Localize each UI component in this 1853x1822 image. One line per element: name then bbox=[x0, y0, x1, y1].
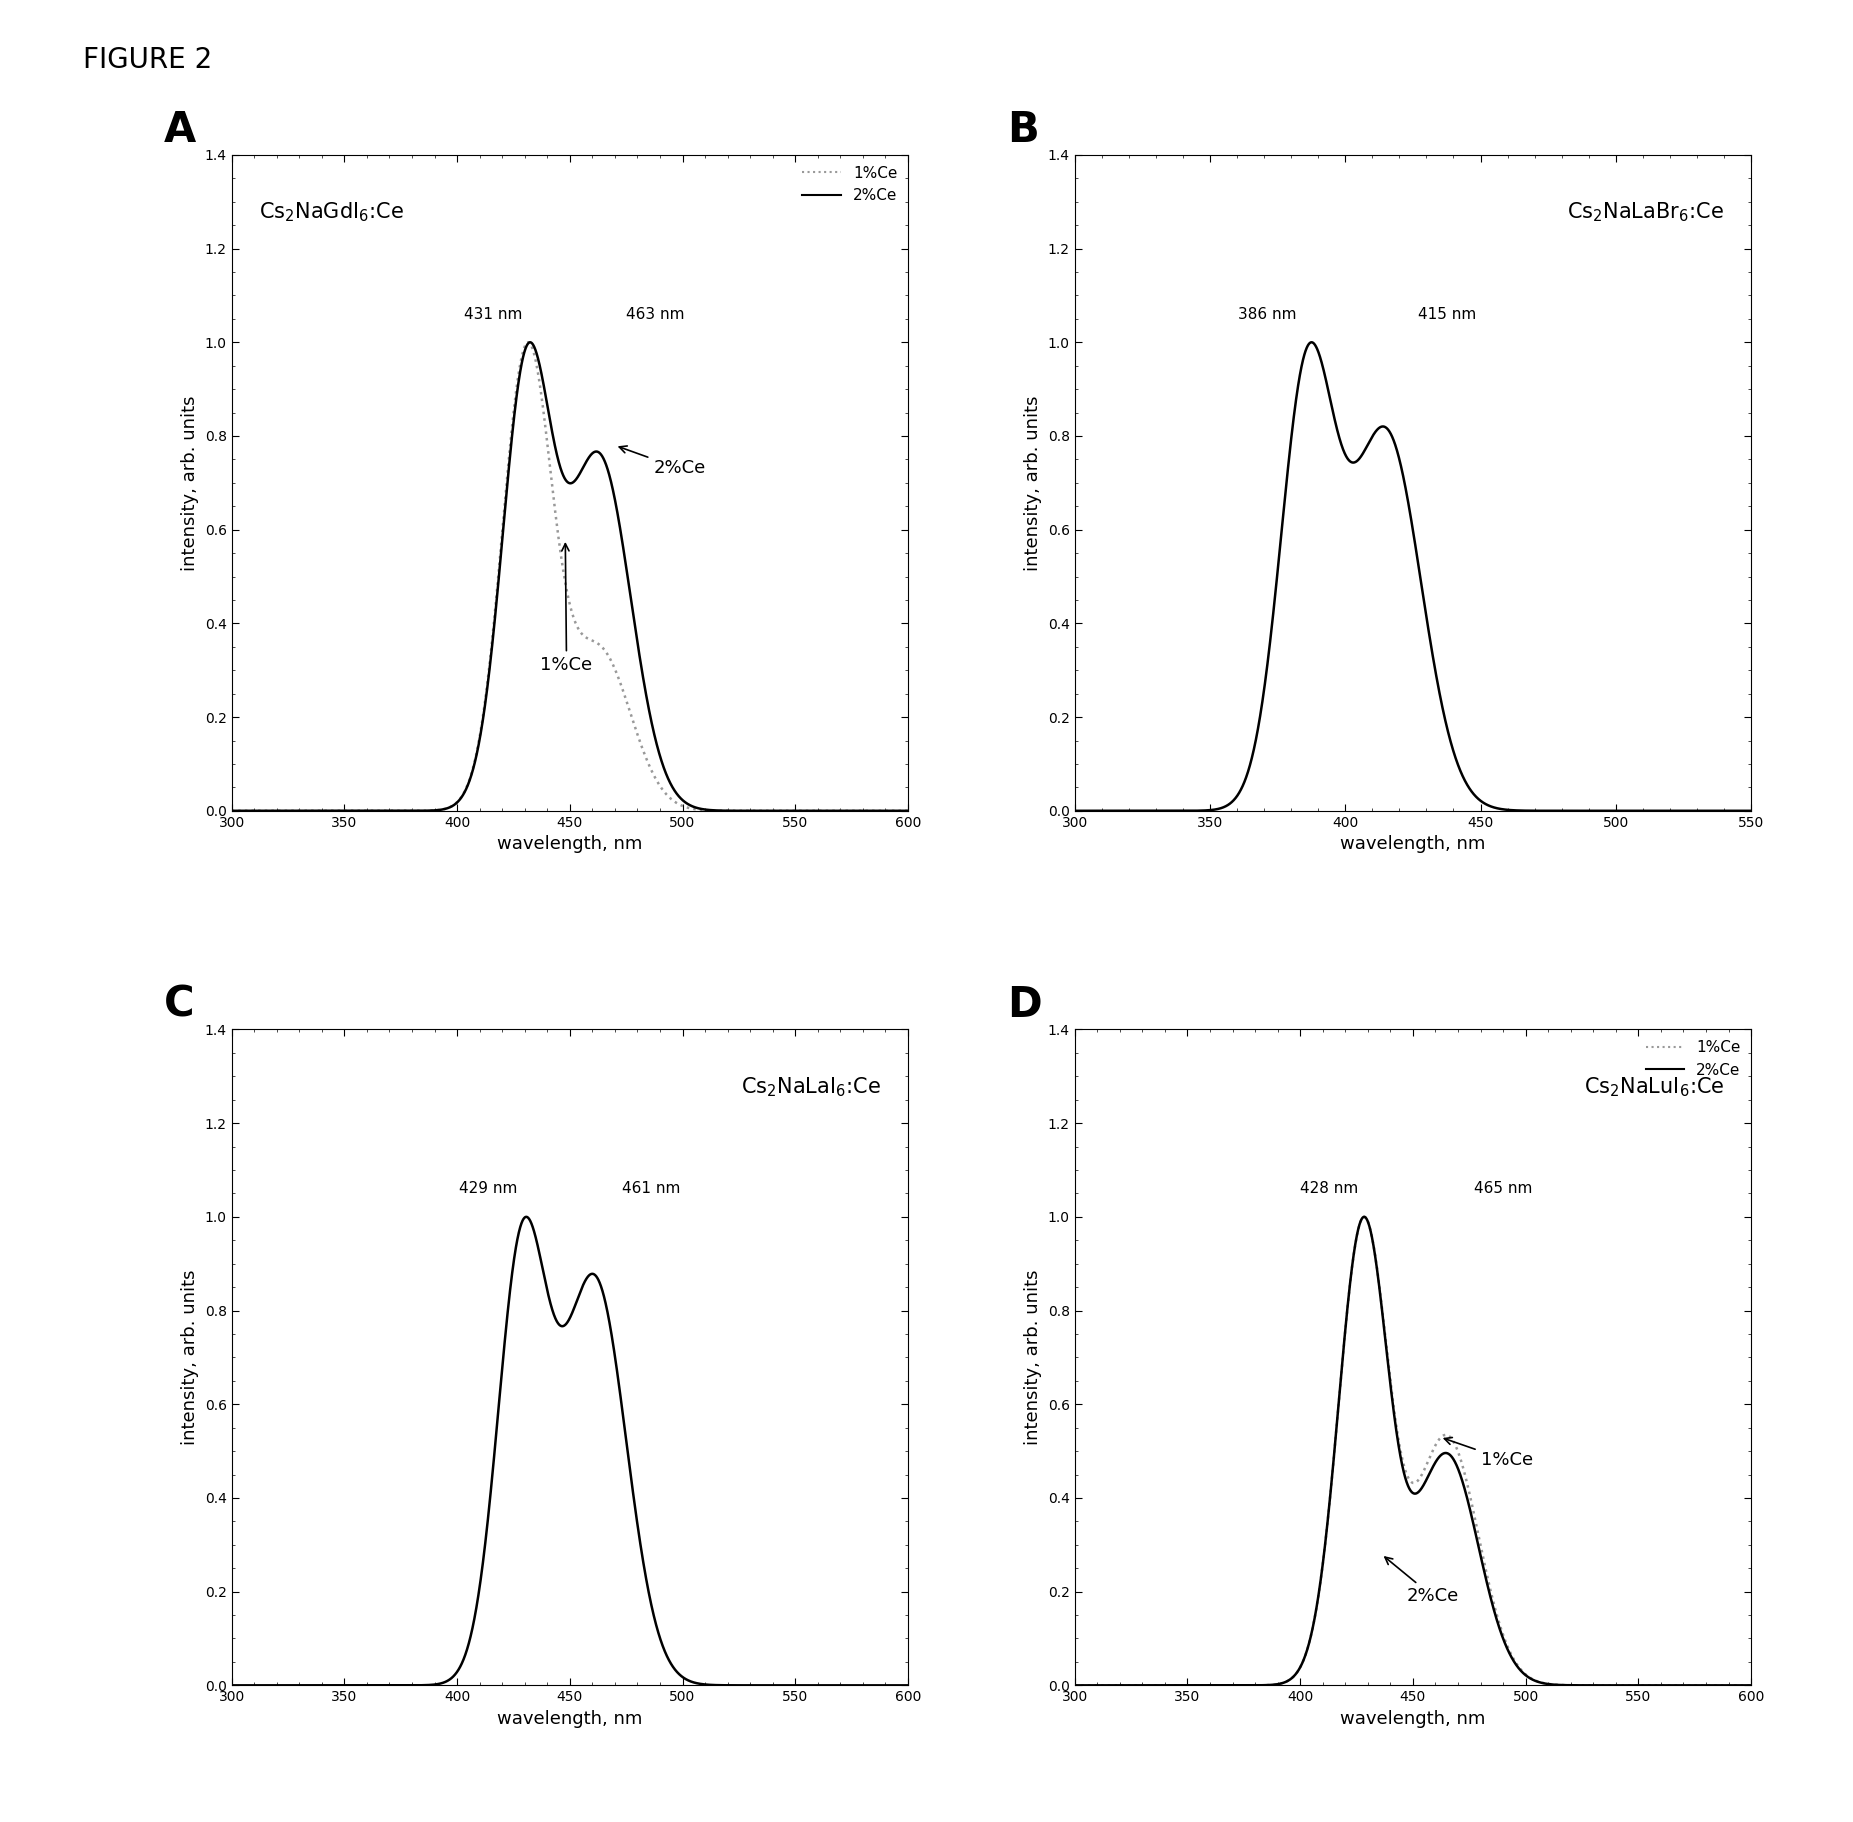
Line: 2%Ce: 2%Ce bbox=[232, 343, 908, 811]
2%Ce bbox=[1064, 1674, 1086, 1696]
Line: 1%Ce: 1%Ce bbox=[232, 343, 908, 811]
1%Ce bbox=[343, 800, 365, 822]
Line: 1%Ce: 1%Ce bbox=[1075, 1217, 1751, 1685]
X-axis label: wavelength, nm: wavelength, nm bbox=[1340, 1709, 1486, 1727]
1%Ce bbox=[1740, 1674, 1762, 1696]
2%Ce bbox=[1620, 1674, 1642, 1696]
2%Ce bbox=[478, 654, 500, 676]
Text: 386 nm: 386 nm bbox=[1238, 306, 1295, 322]
Y-axis label: intensity, arb. units: intensity, arb. units bbox=[182, 395, 200, 570]
Y-axis label: intensity, arb. units: intensity, arb. units bbox=[182, 1270, 200, 1445]
2%Ce bbox=[1321, 1454, 1343, 1476]
1%Ce bbox=[221, 800, 243, 822]
Text: 2%Ce: 2%Ce bbox=[619, 446, 706, 477]
X-axis label: wavelength, nm: wavelength, nm bbox=[497, 1709, 643, 1727]
Text: A: A bbox=[163, 109, 196, 151]
2%Ce bbox=[776, 800, 799, 822]
Text: D: D bbox=[1008, 984, 1041, 1026]
Text: 463 nm: 463 nm bbox=[626, 306, 684, 322]
1%Ce bbox=[478, 649, 500, 670]
X-axis label: wavelength, nm: wavelength, nm bbox=[1340, 834, 1486, 853]
2%Ce bbox=[1353, 1206, 1375, 1228]
1%Ce bbox=[776, 800, 799, 822]
Text: 429 nm: 429 nm bbox=[460, 1181, 517, 1197]
X-axis label: wavelength, nm: wavelength, nm bbox=[497, 834, 643, 853]
Line: 2%Ce: 2%Ce bbox=[1075, 1217, 1751, 1685]
Legend: 1%Ce, 2%Ce: 1%Ce, 2%Ce bbox=[797, 160, 904, 210]
Text: 428 nm: 428 nm bbox=[1301, 1181, 1358, 1197]
1%Ce bbox=[1353, 1206, 1375, 1228]
2%Ce bbox=[343, 800, 365, 822]
Text: B: B bbox=[1008, 109, 1040, 151]
1%Ce bbox=[897, 800, 919, 822]
2%Ce bbox=[1568, 1674, 1590, 1696]
2%Ce bbox=[897, 800, 919, 822]
1%Ce bbox=[660, 789, 682, 811]
1%Ce bbox=[1186, 1674, 1208, 1696]
1%Ce bbox=[1321, 1454, 1343, 1476]
1%Ce bbox=[1064, 1674, 1086, 1696]
1%Ce bbox=[1568, 1674, 1590, 1696]
Text: FIGURE 2: FIGURE 2 bbox=[83, 46, 213, 73]
Text: 431 nm: 431 nm bbox=[463, 306, 523, 322]
Text: 461 nm: 461 nm bbox=[621, 1181, 680, 1197]
Text: Cs$_2$NaLaBr$_6$:Ce: Cs$_2$NaLaBr$_6$:Ce bbox=[1568, 200, 1723, 224]
1%Ce bbox=[1620, 1674, 1642, 1696]
1%Ce bbox=[626, 723, 649, 745]
Text: Cs$_2$NaLaI$_6$:Ce: Cs$_2$NaLaI$_6$:Ce bbox=[741, 1075, 880, 1099]
1%Ce bbox=[725, 800, 747, 822]
1%Ce bbox=[517, 332, 539, 353]
Text: Cs$_2$NaGdI$_6$:Ce: Cs$_2$NaGdI$_6$:Ce bbox=[259, 200, 404, 224]
Legend: 1%Ce, 2%Ce: 1%Ce, 2%Ce bbox=[1640, 1035, 1747, 1084]
Y-axis label: intensity, arb. units: intensity, arb. units bbox=[1025, 1270, 1043, 1445]
2%Ce bbox=[221, 800, 243, 822]
Text: 1%Ce: 1%Ce bbox=[541, 543, 593, 674]
Text: Cs$_2$NaLuI$_6$:Ce: Cs$_2$NaLuI$_6$:Ce bbox=[1584, 1075, 1723, 1099]
Text: 1%Ce: 1%Ce bbox=[1443, 1438, 1532, 1469]
Text: 465 nm: 465 nm bbox=[1473, 1181, 1532, 1197]
Text: C: C bbox=[163, 984, 195, 1026]
2%Ce bbox=[519, 332, 541, 353]
2%Ce bbox=[1503, 1653, 1525, 1674]
2%Ce bbox=[1740, 1674, 1762, 1696]
Text: 415 nm: 415 nm bbox=[1418, 306, 1477, 322]
2%Ce bbox=[660, 774, 682, 796]
1%Ce bbox=[1503, 1651, 1525, 1673]
2%Ce bbox=[1469, 1545, 1492, 1567]
2%Ce bbox=[725, 800, 747, 822]
2%Ce bbox=[626, 630, 649, 652]
Text: 2%Ce: 2%Ce bbox=[1384, 1558, 1458, 1605]
1%Ce bbox=[1469, 1534, 1492, 1556]
2%Ce bbox=[1186, 1674, 1208, 1696]
Y-axis label: intensity, arb. units: intensity, arb. units bbox=[1025, 395, 1043, 570]
